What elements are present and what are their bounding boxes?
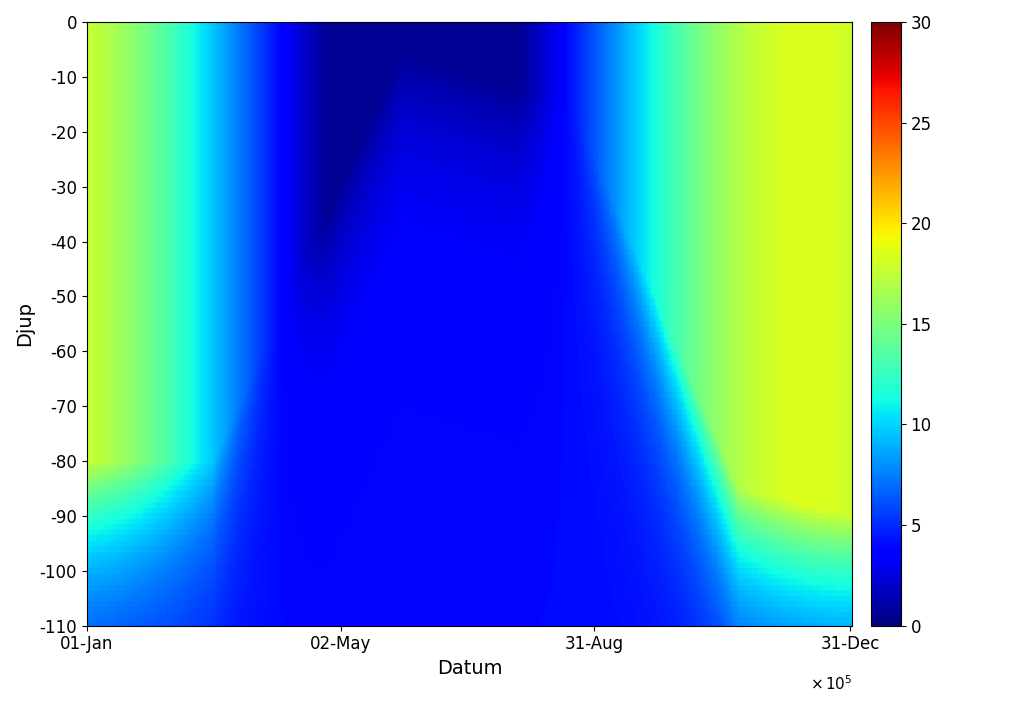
X-axis label: Datum: Datum xyxy=(437,659,503,678)
Y-axis label: Djup: Djup xyxy=(15,302,34,346)
Text: $\times\,10^5$: $\times\,10^5$ xyxy=(810,674,852,693)
